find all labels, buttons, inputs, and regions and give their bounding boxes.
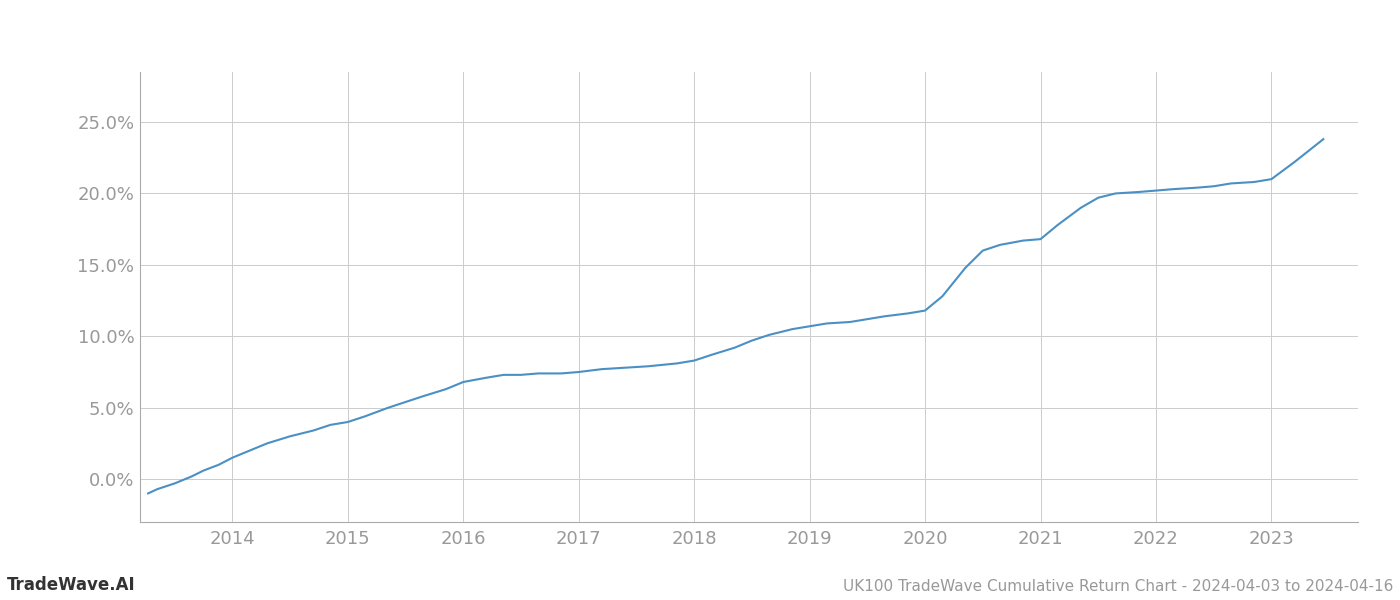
Text: TradeWave.AI: TradeWave.AI [7, 576, 136, 594]
Text: UK100 TradeWave Cumulative Return Chart - 2024-04-03 to 2024-04-16: UK100 TradeWave Cumulative Return Chart … [843, 579, 1393, 594]
